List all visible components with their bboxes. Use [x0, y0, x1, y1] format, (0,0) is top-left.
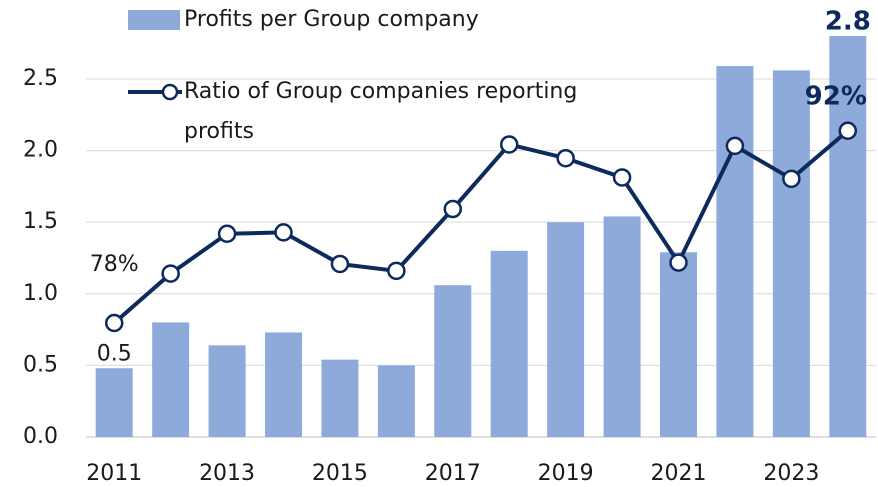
- line-marker: [161, 264, 180, 283]
- y-tick-label: 0.5: [23, 352, 58, 377]
- line-marker: [499, 135, 519, 154]
- line: [112, 129, 850, 325]
- x-tick-label: 2015: [312, 461, 368, 486]
- bar: [660, 252, 697, 437]
- y-tick-label: 2.5: [23, 66, 58, 91]
- bar: [265, 332, 302, 437]
- y-tick-label: 1.0: [23, 281, 58, 306]
- legend-bar-swatch: [128, 10, 180, 30]
- legend-line-marker: [161, 83, 179, 101]
- line-marker: [104, 313, 124, 333]
- bar: [603, 216, 641, 437]
- data-label: 92%: [805, 81, 867, 111]
- line-marker: [669, 253, 688, 272]
- bar: [829, 36, 867, 437]
- line-marker: [443, 199, 463, 219]
- bar: [208, 345, 246, 437]
- x-tick-label: 2021: [651, 461, 707, 486]
- y-tick-label: 1.5: [23, 209, 58, 234]
- bar: [716, 66, 754, 437]
- bar: [321, 359, 359, 437]
- line-marker: [725, 136, 745, 156]
- x-tick-label: 2013: [199, 461, 255, 486]
- line-marker: [330, 254, 350, 274]
- legend-line-label: Ratio of Group companies reporting profi…: [184, 79, 578, 144]
- bar: [152, 322, 190, 437]
- data-label: 78%: [90, 252, 139, 277]
- x-tick-label: 2017: [425, 461, 481, 486]
- line-marker: [556, 148, 575, 168]
- data-label: 0.5: [97, 341, 132, 366]
- x-tick-label: 2019: [538, 461, 594, 486]
- line-marker: [782, 169, 801, 189]
- x-tick-label: 2011: [86, 461, 142, 486]
- bar: [490, 250, 528, 437]
- x-tick-label: 2023: [763, 461, 819, 486]
- bar: [434, 285, 472, 437]
- bar: [547, 222, 585, 437]
- y-tick-label: 0.0: [23, 424, 58, 449]
- line-marker: [217, 224, 237, 244]
- bar: [772, 70, 810, 437]
- bar: [377, 365, 415, 437]
- line-marker: [612, 168, 632, 187]
- data-label: 2.8: [825, 7, 871, 37]
- line-marker: [838, 121, 858, 141]
- line-marker: [274, 223, 293, 242]
- y-tick-label: 2.0: [23, 138, 58, 163]
- line-marker: [387, 261, 406, 281]
- legend-bar-label: Profits per Group company: [184, 7, 479, 32]
- bar: [95, 368, 133, 437]
